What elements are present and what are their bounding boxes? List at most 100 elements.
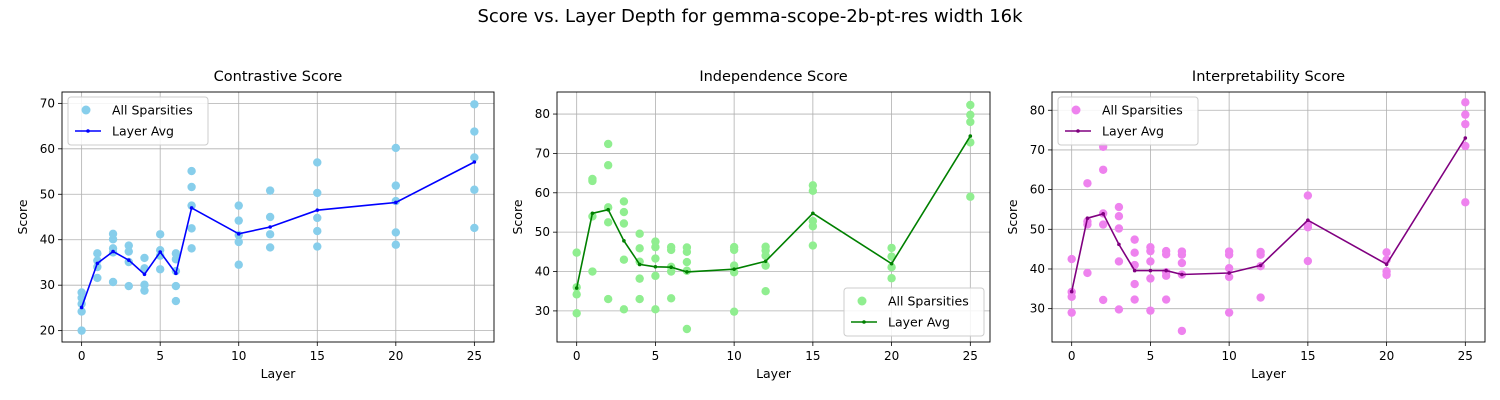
- scatter-point: [966, 110, 975, 120]
- scatter-point: [729, 268, 739, 277]
- axes-frame: [556, 91, 991, 343]
- scatter-point: [140, 280, 149, 289]
- scatter-point: [1130, 295, 1139, 304]
- scatter-point: [140, 253, 149, 263]
- scatter-point: [124, 281, 133, 291]
- y-tick-label: 30: [1030, 302, 1045, 316]
- layer-avg-marker: [1117, 242, 1121, 247]
- layer-avg-marker: [811, 211, 815, 216]
- scatter-point: [1114, 212, 1124, 221]
- layer-avg-marker: [111, 249, 115, 254]
- y-tick-label: 50: [535, 225, 550, 239]
- legend: All Sparsities Layer Avg: [67, 96, 209, 146]
- scatter-point: [1177, 258, 1187, 268]
- layer-avg-marker: [189, 206, 194, 210]
- scatter-point: [588, 176, 597, 186]
- scatter-point: [1303, 191, 1313, 200]
- layer-avg-marker: [590, 211, 595, 216]
- x-tick-label: 5: [1147, 349, 1155, 363]
- scatter-point: [666, 267, 676, 276]
- scatter-point: [1146, 274, 1155, 283]
- scatter-point: [572, 290, 581, 299]
- x-tick-label: 15: [310, 349, 325, 363]
- scatter-point: [171, 249, 181, 258]
- scatter-point: [761, 251, 770, 260]
- scatter-point: [77, 307, 86, 316]
- y-tick-label: 60: [535, 186, 550, 200]
- scatter-point: [619, 207, 629, 217]
- scatter-point: [1461, 110, 1470, 119]
- axes-frame: [61, 91, 495, 343]
- legend: All Sparsities Layer Avg: [843, 287, 985, 337]
- layer-avg-marker: [1069, 289, 1074, 294]
- scatter-point: [887, 274, 896, 283]
- scatter-point: [1098, 165, 1108, 174]
- scatter-point: [155, 265, 165, 274]
- y-axis-label: Score: [510, 199, 525, 234]
- x-tick-label: 25: [1458, 349, 1473, 363]
- y-tick-label: 50: [1030, 222, 1045, 236]
- layer-avg-marker: [1148, 268, 1153, 273]
- scatter-point: [140, 286, 149, 295]
- layer-avg-marker: [126, 258, 131, 262]
- scatter-point: [234, 216, 243, 225]
- layer-avg-marker: [732, 267, 736, 271]
- x-tick-label: 20: [1379, 349, 1394, 363]
- y-tick-label: 70: [1030, 143, 1045, 157]
- scatter-point: [108, 277, 118, 287]
- x-tick-label: 10: [726, 349, 741, 363]
- scatter-point: [234, 237, 243, 247]
- scatter-point: [761, 287, 770, 296]
- y-tick-label: 40: [40, 233, 55, 247]
- y-tick-label: 80: [535, 107, 550, 121]
- layer-avg-marker: [79, 305, 84, 310]
- layer-avg-marker: [472, 160, 477, 164]
- scatter-point: [635, 257, 644, 266]
- scatter-point: [265, 243, 275, 252]
- legend-line-marker: [1076, 129, 1080, 133]
- y-tick-label: 50: [40, 187, 55, 201]
- scatter-point: [1224, 272, 1234, 282]
- chart-panel-1: 0 5 10 15 20 25 20 30 40 50 60 70 Contrastive Score L…: [15, 69, 495, 381]
- scatter-point: [1161, 295, 1171, 304]
- scatter-point: [635, 244, 644, 253]
- scatter-point: [1114, 202, 1124, 212]
- scatter-point: [1083, 268, 1092, 278]
- scatter-point: [470, 127, 479, 136]
- scatter-point: [1224, 263, 1234, 273]
- scatter-point: [1098, 220, 1108, 229]
- layer-avg-marker: [1463, 136, 1468, 140]
- scatter-point: [966, 117, 975, 127]
- x-tick-label: 15: [805, 349, 820, 363]
- scatter-point: [1303, 223, 1313, 232]
- layer-avg-marker: [637, 262, 642, 267]
- scatter-point: [1114, 305, 1124, 314]
- y-tick-label: 40: [535, 265, 550, 279]
- scatter-point: [1161, 250, 1171, 259]
- scatter-point: [1224, 308, 1234, 317]
- y-tick-label: 60: [1030, 183, 1045, 197]
- scatter-point: [603, 139, 613, 149]
- scatter-point: [313, 213, 322, 223]
- scatter-point: [1067, 254, 1076, 264]
- y-tick-label: 60: [40, 142, 55, 156]
- scatter-point: [651, 242, 660, 252]
- scatter-point: [391, 181, 401, 190]
- layer-avg-marker: [574, 286, 579, 290]
- layer-avg-marker: [236, 232, 241, 236]
- scatter-point: [1256, 250, 1265, 259]
- x-tick-label: 5: [156, 349, 164, 363]
- axes-frame: [1051, 91, 1486, 343]
- scatter-point: [187, 182, 196, 192]
- legend-label-scatter: All Sparsities: [1102, 103, 1183, 118]
- scatter-point: [108, 235, 118, 244]
- layer-avg-marker: [1306, 218, 1310, 222]
- scatter-point: [619, 219, 629, 228]
- scatter-point: [1083, 179, 1092, 188]
- scatter-point: [124, 241, 133, 250]
- layer-avg-marker: [685, 270, 689, 274]
- layer-avg-marker: [158, 250, 162, 254]
- scatter-point: [966, 192, 975, 201]
- scatter-point: [651, 271, 660, 281]
